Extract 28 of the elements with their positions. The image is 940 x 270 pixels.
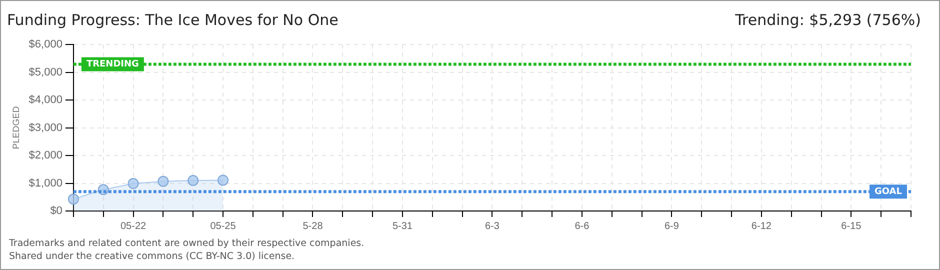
x-tick-label: 6-6 (574, 220, 590, 232)
y-tick-label: $5,000 (28, 66, 62, 78)
ref-line-label: TRENDING (86, 60, 139, 70)
point (68, 194, 79, 205)
ref-line-label: GOAL (874, 186, 902, 197)
y-tick-label: $3,000 (28, 122, 62, 134)
y-tick-label: $6,000 (28, 38, 62, 51)
text: Shared under the creative commons (CC BY-NC 3.0) license. (9, 250, 296, 263)
x-tick-label: 6-15 (841, 220, 862, 232)
x-tick-label: 5-28 (302, 220, 324, 232)
y-tick-label: $2,000 (28, 150, 62, 162)
point (218, 174, 229, 186)
y-tick-label: $1,000 (28, 177, 62, 190)
chart-subtitle: Trending: $5,293 (756%) (735, 11, 921, 29)
point (128, 178, 139, 190)
point (188, 174, 199, 186)
y-tick-label: $4,000 (28, 94, 62, 106)
point (158, 176, 169, 187)
text: Trademarks and related content are owned by their respective companies. (9, 237, 364, 250)
y-tick-label: $0 (50, 205, 62, 218)
y-axis-title: PLEDGED (10, 106, 21, 150)
x-tick-label: 6-3 (484, 220, 500, 232)
x-tick-label: 6-12 (751, 220, 772, 232)
x-tick-label: 05-22 (120, 220, 146, 232)
x-tick-label: 6-9 (664, 220, 680, 232)
chart-title: Funding Progress: The Ice Moves for No One (7, 11, 338, 29)
x-tick-label: 05-25 (210, 220, 236, 232)
x-tick-label: 5-31 (392, 220, 413, 232)
